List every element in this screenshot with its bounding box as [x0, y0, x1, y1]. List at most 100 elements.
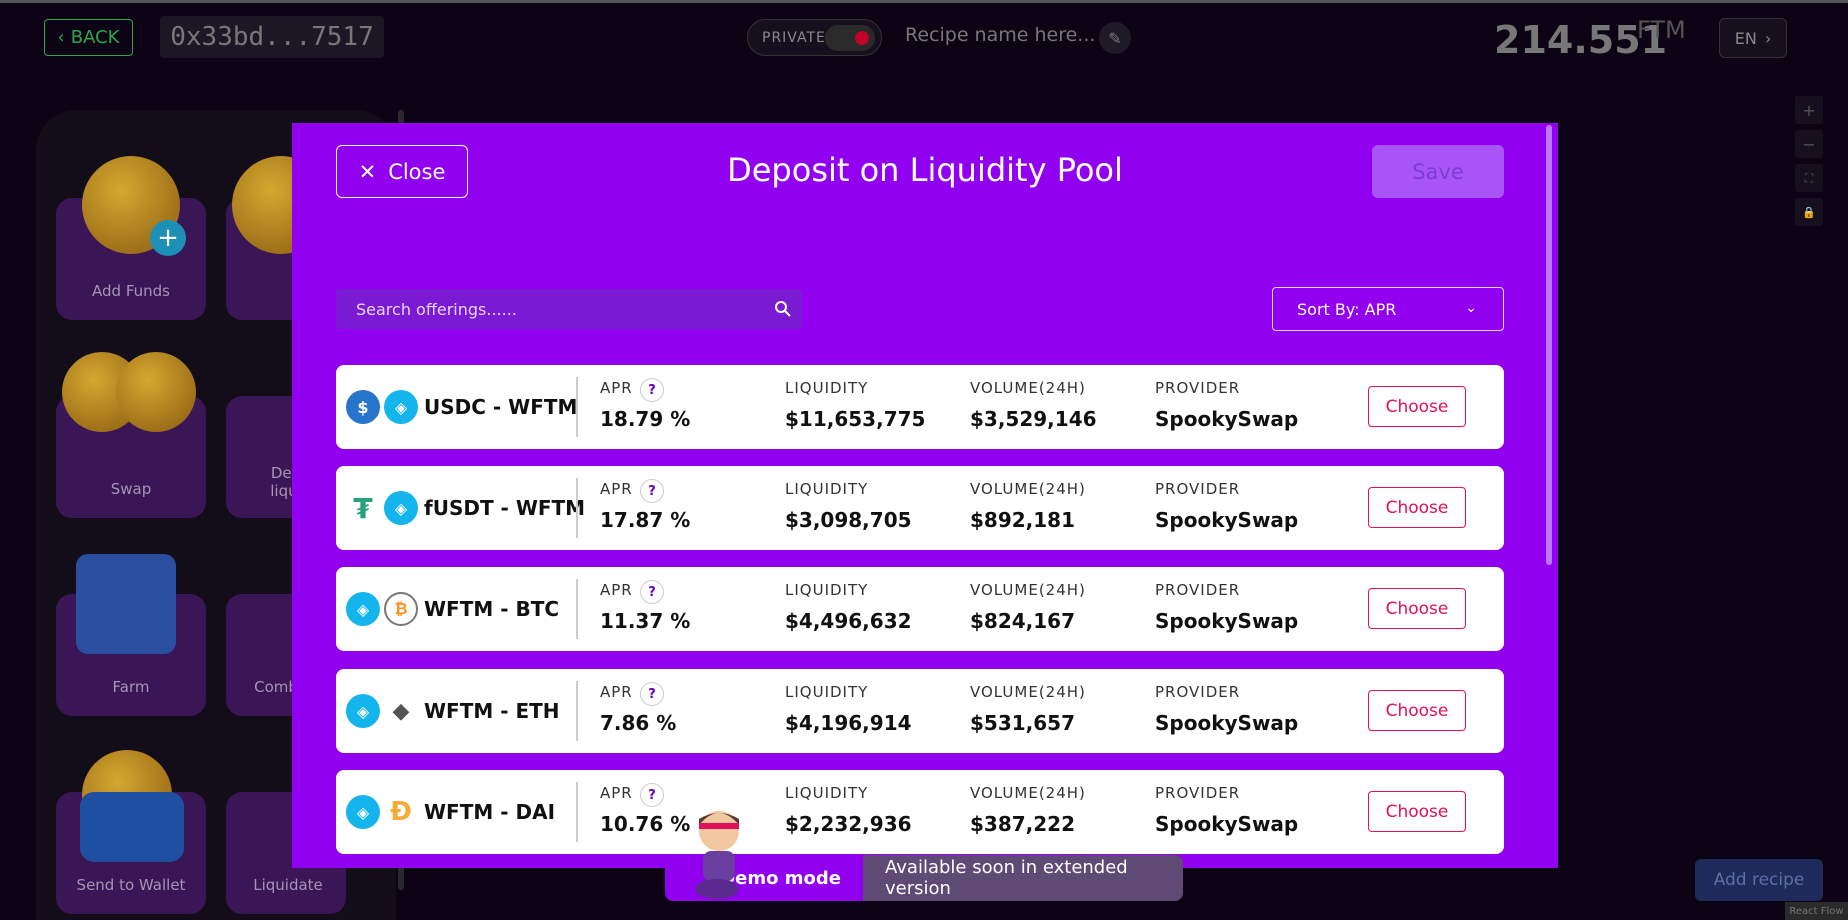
language-button[interactable]: EN ›	[1719, 18, 1787, 58]
apr-label: APR	[600, 683, 633, 701]
liquidity-label: LIQUIDITY	[785, 784, 869, 802]
help-icon[interactable]: ?	[640, 378, 664, 402]
apr-label: APR	[600, 581, 633, 599]
btc-icon: ₿	[384, 592, 418, 626]
liquidity-label: LIQUIDITY	[785, 379, 869, 397]
liquidity-value: $3,098,705	[785, 508, 912, 532]
apr-value: 18.79 %	[600, 407, 691, 431]
chevron-down-icon: ⌄	[1465, 300, 1477, 316]
search-input[interactable]: Search offerings......	[336, 289, 802, 329]
provider-label: PROVIDER	[1155, 480, 1241, 498]
sidebar-item-label: Comb	[254, 678, 298, 696]
token-icons: ◈ Đ	[346, 795, 418, 829]
sidebar-item-swap[interactable]: Swap	[56, 352, 206, 518]
recipe-name-input[interactable]: Recipe name here...	[905, 24, 1096, 46]
provider-value: SpookySwap	[1155, 508, 1299, 532]
choose-button[interactable]: Choose	[1368, 690, 1466, 731]
chevron-right-icon: ›	[1764, 28, 1772, 48]
token-icons: $ ◈	[346, 390, 418, 424]
coin-icon	[116, 352, 196, 432]
choose-button[interactable]: Choose	[1368, 487, 1466, 528]
provider-value: SpookySwap	[1155, 711, 1299, 735]
apr-value: 10.76 %	[600, 812, 691, 836]
pool-pair: WFTM - ETH	[424, 699, 560, 723]
sidebar-item-label: Liquidate	[253, 876, 323, 894]
sidebar-item-send-to-wallet[interactable]: Send to Wallet	[56, 750, 206, 914]
help-icon[interactable]: ?	[640, 682, 664, 706]
sidebar-item-add-funds[interactable]: + Add Funds	[56, 156, 206, 320]
card-divider	[576, 681, 578, 741]
token-icons: ◈ ₿	[346, 592, 418, 626]
demo-message: Available soon in extended version	[863, 855, 1183, 901]
sidebar-item-farm[interactable]: Farm	[56, 554, 206, 716]
liquidity-value: $4,496,632	[785, 609, 912, 633]
volume-value: $387,222	[970, 812, 1076, 836]
provider-value: SpookySwap	[1155, 609, 1299, 633]
choose-button[interactable]: Choose	[1368, 386, 1466, 427]
search-icon	[775, 301, 791, 317]
help-icon[interactable]: ?	[640, 783, 664, 807]
apr-value: 11.37 %	[600, 609, 691, 633]
apr-label: APR	[600, 480, 633, 498]
provider-label: PROVIDER	[1155, 581, 1241, 599]
choose-button[interactable]: Choose	[1368, 791, 1466, 832]
save-button[interactable]: Save	[1372, 145, 1504, 198]
private-toggle[interactable]: PRIVATE	[747, 19, 882, 56]
usdt-icon: ₮	[346, 491, 380, 525]
wftm-icon: ◈	[384, 491, 418, 525]
lock-button[interactable]: 🔒	[1795, 198, 1823, 226]
volume-label: VOLUME(24H)	[970, 379, 1086, 397]
pool-pair: USDC - WFTM	[424, 395, 578, 419]
sort-select[interactable]: Sort By: APR ⌄	[1272, 287, 1504, 331]
zoom-out-button[interactable]: −	[1795, 130, 1823, 158]
card-divider	[576, 377, 578, 437]
farm-icon	[76, 554, 176, 654]
dai-icon: Đ	[384, 795, 418, 829]
apr-label: APR	[600, 379, 633, 397]
back-button[interactable]: ‹ BACK	[44, 19, 133, 56]
sort-label: Sort By: APR	[1297, 299, 1397, 319]
token-icons: ₮ ◈	[346, 491, 418, 525]
token-icons: ◈ ◆	[346, 694, 418, 728]
modal-title: Deposit on Liquidity Pool	[727, 151, 1123, 189]
pool-card-wftm-btc: ◈ ₿ WFTM - BTC APR ? 11.37 % LIQUIDITY $…	[336, 567, 1504, 651]
fit-view-button[interactable]: ⛶	[1795, 164, 1823, 192]
provider-value: SpookySwap	[1155, 812, 1299, 836]
liquidity-label: LIQUIDITY	[785, 581, 869, 599]
plus-icon: +	[150, 220, 186, 256]
eth-icon: ◆	[384, 694, 418, 728]
choose-button[interactable]: Choose	[1368, 588, 1466, 629]
help-icon[interactable]: ?	[640, 479, 664, 503]
wallet-address: 0x33bd...7517	[160, 16, 384, 58]
provider-value: SpookySwap	[1155, 407, 1299, 431]
deposit-modal: ✕ Close Deposit on Liquidity Pool Save S…	[292, 123, 1558, 868]
volume-label: VOLUME(24H)	[970, 784, 1086, 802]
mascot-icon	[695, 811, 739, 899]
zoom-in-button[interactable]: +	[1795, 96, 1823, 124]
search-placeholder: Search offerings......	[356, 299, 517, 319]
volume-value: $892,181	[970, 508, 1076, 532]
private-label: PRIVATE	[762, 29, 826, 46]
react-flow-attribution[interactable]: React Flow	[1785, 902, 1848, 920]
balance-value: 214.551	[1494, 18, 1668, 62]
provider-label: PROVIDER	[1155, 683, 1241, 701]
liquidity-label: LIQUIDITY	[785, 480, 869, 498]
liquidity-value: $2,232,936	[785, 812, 912, 836]
sidebar-item-label: Send to Wallet	[76, 876, 186, 894]
help-icon[interactable]: ?	[640, 580, 664, 604]
add-recipe-button[interactable]: Add recipe	[1695, 859, 1823, 901]
balance-unit: FTM	[1637, 16, 1686, 44]
close-button[interactable]: ✕ Close	[336, 145, 468, 198]
demo-banner: Demo mode Available soon in extended ver…	[665, 855, 1183, 901]
volume-value: $531,657	[970, 711, 1076, 735]
wftm-icon: ◈	[346, 795, 380, 829]
toggle-switch[interactable]	[825, 25, 875, 51]
pool-card-fusdt-wftm: ₮ ◈ fUSDT - WFTM APR ? 17.87 % LIQUIDITY…	[336, 466, 1504, 550]
volume-label: VOLUME(24H)	[970, 480, 1086, 498]
usdc-icon: $	[346, 390, 380, 424]
sidebar-item-label: Add Funds	[92, 282, 170, 300]
pencil-icon[interactable]: ✎	[1099, 22, 1131, 54]
modal-scrollbar[interactable]	[1546, 125, 1552, 565]
language-label: EN	[1734, 28, 1757, 48]
close-label: Close	[388, 159, 446, 184]
